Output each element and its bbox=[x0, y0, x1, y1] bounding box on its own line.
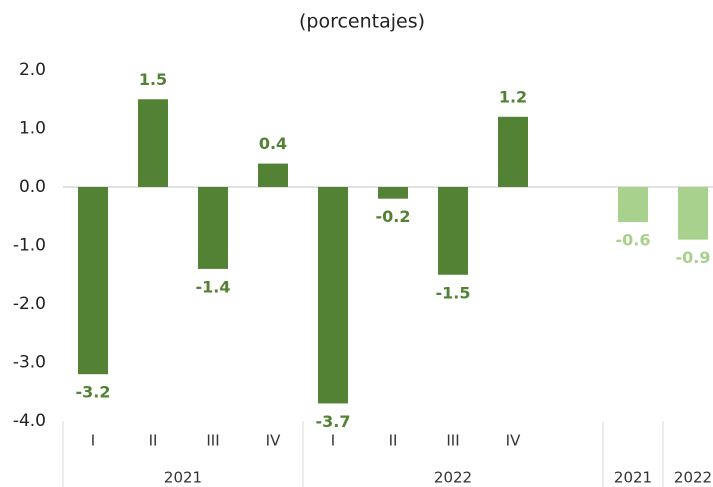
x-tick-label: IV bbox=[266, 432, 281, 450]
value-label: 1.5 bbox=[139, 70, 167, 89]
x-tick-label: II bbox=[389, 432, 398, 450]
value-label: -0.9 bbox=[676, 248, 711, 267]
bar bbox=[618, 187, 648, 223]
x-tick-label: I bbox=[91, 432, 95, 450]
value-label: -1.5 bbox=[436, 283, 471, 302]
x-tick-label: 2022 bbox=[674, 469, 712, 487]
value-label: -1.4 bbox=[196, 277, 231, 296]
value-label: -3.7 bbox=[316, 412, 351, 431]
x-tick-label: IV bbox=[506, 432, 521, 450]
x-tick-label: II bbox=[149, 432, 158, 450]
x-tick-label: III bbox=[206, 432, 219, 450]
bar bbox=[198, 187, 228, 269]
bar bbox=[318, 187, 348, 404]
bar bbox=[678, 187, 708, 240]
y-tick-label: 2.0 bbox=[19, 60, 46, 80]
value-label: -0.2 bbox=[376, 207, 411, 226]
y-tick-label: -3.0 bbox=[13, 353, 46, 373]
value-label: -3.2 bbox=[76, 383, 111, 402]
bar bbox=[498, 116, 528, 187]
bar bbox=[378, 187, 408, 199]
x-tick-label: I bbox=[331, 432, 335, 450]
group-label: 2022 bbox=[434, 469, 472, 487]
bar bbox=[258, 163, 288, 187]
x-tick-label: III bbox=[446, 432, 459, 450]
y-tick-label: 1.0 bbox=[19, 119, 46, 139]
y-tick-label: -4.0 bbox=[13, 411, 46, 431]
value-label: 1.2 bbox=[499, 87, 527, 106]
x-tick-label: 2021 bbox=[614, 469, 652, 487]
y-tick-label: -2.0 bbox=[13, 294, 46, 314]
y-tick-label: 0.0 bbox=[19, 177, 46, 197]
bar bbox=[438, 187, 468, 275]
bar bbox=[78, 187, 108, 375]
value-label: 0.4 bbox=[259, 134, 287, 153]
bar bbox=[138, 99, 168, 187]
group-label: 2021 bbox=[164, 469, 202, 487]
chart-subtitle: (porcentajes) bbox=[299, 11, 425, 33]
value-label: -0.6 bbox=[616, 231, 651, 250]
y-tick-label: -1.0 bbox=[13, 236, 46, 256]
